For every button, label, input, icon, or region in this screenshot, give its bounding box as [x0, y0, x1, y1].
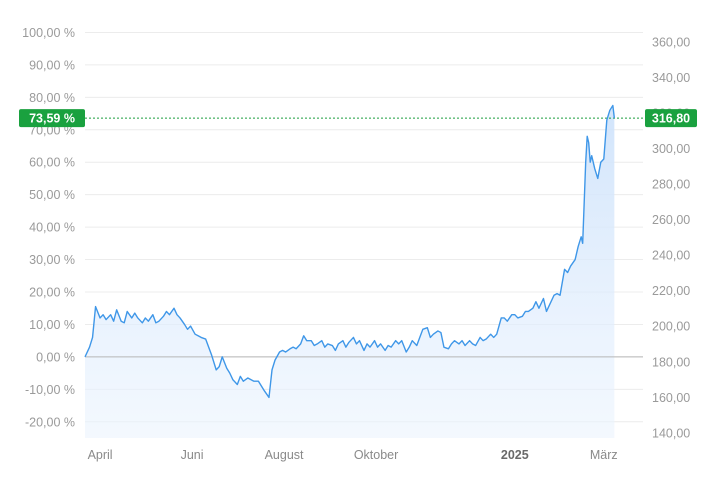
x-axis-ticks: April Juni August Oktober 2025 März	[88, 448, 618, 462]
current-price-label: 316,80	[652, 112, 690, 126]
right-tick-label: 280,00	[652, 178, 690, 192]
right-tick-label: 160,00	[652, 391, 690, 405]
right-tick-label: 220,00	[652, 284, 690, 298]
left-tick-label: -10,00 %	[25, 383, 75, 397]
left-tick-label: 40,00 %	[29, 221, 75, 235]
x-tick-label: 2025	[501, 448, 529, 462]
left-tick-label: 90,00 %	[29, 58, 75, 72]
left-tick-label: 0,00 %	[36, 350, 75, 364]
x-tick-label: Oktober	[354, 448, 398, 462]
left-tick-label: -20,00 %	[25, 415, 75, 429]
right-tick-label: 200,00	[652, 320, 690, 334]
current-price-badge: 316,80	[645, 109, 697, 128]
left-tick-label: 80,00 %	[29, 91, 75, 105]
left-tick-label: 100,00 %	[22, 26, 75, 40]
left-tick-label: 30,00 %	[29, 253, 75, 267]
right-tick-label: 260,00	[652, 213, 690, 227]
x-tick-label: April	[88, 448, 113, 462]
current-percent-badge: 73,59 %	[19, 109, 85, 128]
right-axis-ticks: 140,00 160,00 180,00 200,00 220,00 240,00 260,…	[652, 35, 690, 440]
x-tick-label: Juni	[181, 448, 204, 462]
right-tick-label: 180,00	[652, 355, 690, 369]
x-tick-label: März	[590, 448, 618, 462]
right-tick-label: 300,00	[652, 142, 690, 156]
right-tick-label: 240,00	[652, 249, 690, 263]
current-percent-label: 73,59 %	[29, 112, 75, 126]
left-tick-label: 50,00 %	[29, 188, 75, 202]
left-tick-label: 20,00 %	[29, 286, 75, 300]
left-tick-label: 10,00 %	[29, 318, 75, 332]
left-tick-label: 60,00 %	[29, 156, 75, 170]
right-tick-label: 140,00	[652, 426, 690, 440]
x-tick-label: August	[265, 448, 304, 462]
right-tick-label: 340,00	[652, 71, 690, 85]
series-line	[84, 104, 616, 399]
series-area	[85, 105, 615, 438]
right-tick-label: 360,00	[652, 35, 690, 49]
left-axis-ticks: -20,00 % -10,00 % 0,00 % 10,00 % 20,00 % 30,0…	[22, 26, 75, 429]
